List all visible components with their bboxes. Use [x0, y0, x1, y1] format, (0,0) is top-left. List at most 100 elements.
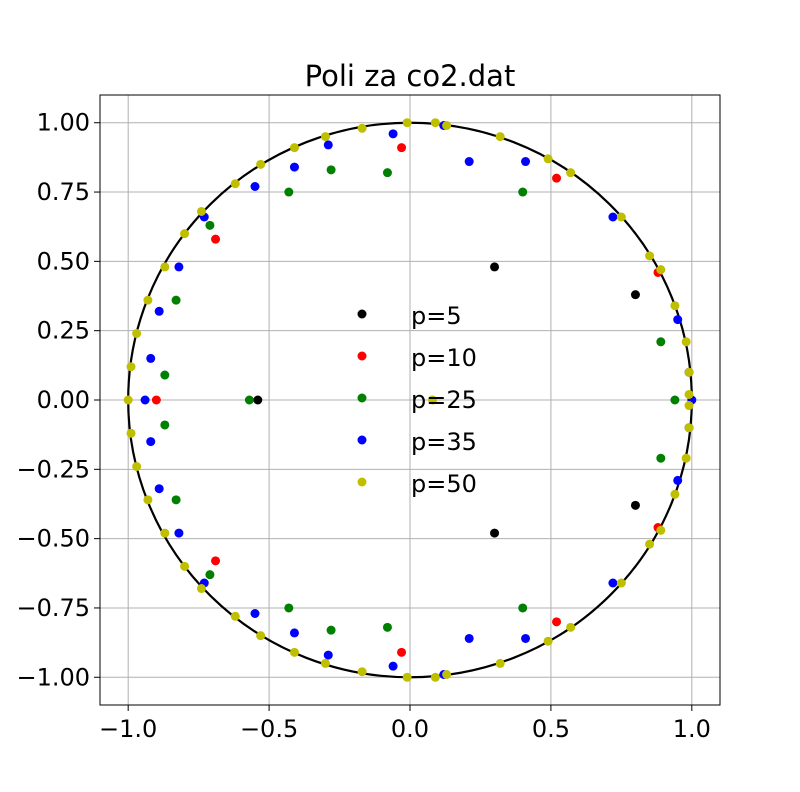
- point-p5: [630, 290, 640, 300]
- point-p35: [289, 628, 299, 638]
- point-p35: [323, 650, 333, 660]
- x-tick-label: −0.5: [240, 715, 298, 743]
- x-tick-label: 0.0: [391, 715, 429, 743]
- point-p25: [244, 395, 254, 405]
- point-p35: [521, 157, 531, 167]
- point-p25: [171, 495, 181, 505]
- point-p50: [656, 525, 666, 535]
- point-p35: [521, 633, 531, 643]
- x-axis-ticks: −1.0 −0.5 0.0 0.5 1.0: [99, 705, 711, 743]
- point-p10: [397, 647, 407, 657]
- point-p50: [684, 423, 694, 433]
- point-p25: [205, 220, 215, 230]
- legend-marker: [357, 477, 367, 487]
- y-tick-label: 1.00: [37, 109, 90, 137]
- point-p35: [608, 578, 618, 588]
- legend-marker: [357, 351, 367, 361]
- point-p50: [256, 159, 266, 169]
- legend-marker: [357, 309, 367, 319]
- point-p25: [326, 625, 336, 635]
- x-tick-label: 0.5: [532, 715, 570, 743]
- point-p50: [495, 132, 505, 142]
- point-p50: [180, 561, 190, 571]
- point-p50: [670, 489, 680, 499]
- point-p35: [289, 162, 299, 172]
- point-p25: [284, 603, 294, 613]
- point-p25: [382, 168, 392, 178]
- y-tick-label: −1.00: [16, 663, 90, 691]
- point-p35: [673, 475, 683, 485]
- y-tick-label: −0.75: [16, 594, 90, 622]
- point-p50: [230, 179, 240, 189]
- point-p25: [518, 187, 528, 197]
- point-p35: [673, 315, 683, 325]
- point-p25: [656, 337, 666, 347]
- point-p10: [211, 234, 221, 244]
- point-p25: [205, 570, 215, 580]
- point-p50: [289, 647, 299, 657]
- point-p50: [543, 636, 553, 646]
- point-p50: [132, 328, 142, 338]
- y-tick-label: −0.25: [16, 455, 90, 483]
- point-p35: [250, 182, 260, 191]
- x-tick-label: 1.0: [673, 715, 711, 743]
- point-p5: [490, 262, 500, 272]
- point-p10: [151, 395, 161, 405]
- point-p50: [320, 658, 330, 668]
- point-p50: [684, 401, 694, 411]
- point-p50: [132, 462, 142, 472]
- y-tick-label: 0.50: [37, 247, 90, 275]
- point-p50: [126, 428, 136, 438]
- point-p35: [146, 437, 156, 447]
- point-p35: [608, 212, 618, 222]
- point-p50: [656, 265, 666, 275]
- chart-title: Poli za co2.dat: [305, 59, 516, 93]
- point-p50: [230, 611, 240, 621]
- point-p25: [382, 622, 392, 632]
- point-p10: [552, 173, 562, 183]
- legend-label: p=10: [411, 344, 477, 372]
- point-p5: [253, 395, 263, 405]
- point-p35: [174, 262, 184, 272]
- y-tick-label: −0.50: [16, 525, 90, 553]
- y-axis-ticks: 1.00 0.75 0.50 0.25 0.00 −0.25 −0.50 −0.75 −1.00: [16, 109, 100, 691]
- point-p50: [196, 584, 206, 594]
- point-p50: [442, 121, 452, 130]
- point-p25: [326, 165, 336, 175]
- point-p50: [430, 118, 440, 128]
- legend: p=5 p=10 p=25 p=35 p=50: [357, 302, 477, 498]
- point-p25: [518, 603, 528, 613]
- point-p35: [140, 395, 150, 405]
- point-p25: [284, 187, 294, 197]
- point-p50: [126, 362, 136, 372]
- point-p10: [397, 143, 407, 153]
- point-p35: [174, 528, 184, 538]
- point-p35: [154, 484, 164, 494]
- point-p50: [402, 672, 412, 682]
- point-p10: [552, 617, 562, 627]
- point-p50: [684, 389, 694, 399]
- point-p50: [616, 212, 626, 222]
- y-tick-label: 0.75: [37, 178, 90, 206]
- x-tick-label: −1.0: [99, 715, 157, 743]
- point-p50: [180, 229, 190, 239]
- point-p50: [442, 670, 452, 679]
- point-p10: [211, 556, 221, 566]
- point-p50: [645, 539, 655, 549]
- point-p50: [566, 622, 576, 632]
- point-p50: [616, 578, 626, 588]
- legend-marker: [357, 393, 367, 403]
- point-p50: [143, 295, 153, 305]
- point-p35: [464, 633, 474, 643]
- legend-label: p=5: [411, 302, 462, 330]
- point-p50: [123, 395, 133, 405]
- point-p50: [684, 367, 694, 377]
- point-p35: [323, 140, 333, 150]
- point-p35: [388, 129, 398, 139]
- point-p50: [495, 658, 505, 668]
- point-p5: [490, 528, 500, 538]
- point-p35: [250, 609, 260, 618]
- point-p50: [430, 672, 440, 682]
- point-p5: [630, 500, 640, 510]
